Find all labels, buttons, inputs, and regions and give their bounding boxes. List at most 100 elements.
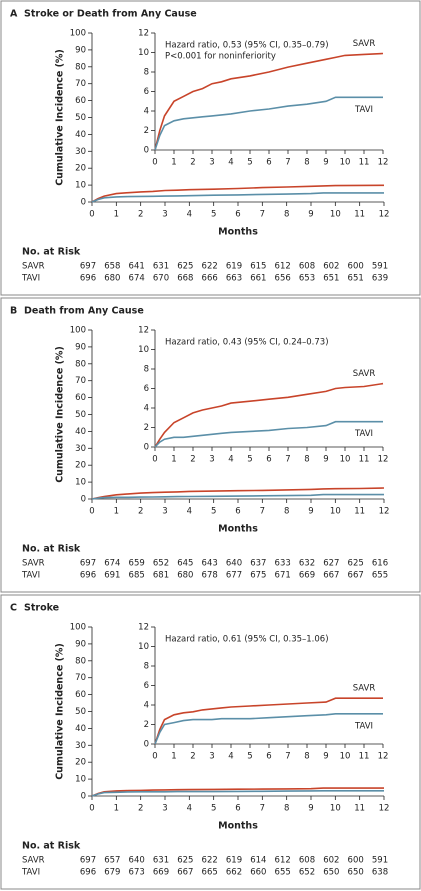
inset-background <box>125 29 387 170</box>
panel: B Death from Any Cause0102030405060708090… <box>0 297 421 593</box>
risk-count: 591 <box>372 262 388 272</box>
risk-count: 680 <box>104 274 120 284</box>
inset-x-tick-label: 0 <box>152 158 157 168</box>
annotation: Hazard ratio, 0.53 (95% CI, 0.35–0.79) <box>165 41 329 51</box>
x-tick-label: 3 <box>162 804 167 814</box>
series-label: SAVR <box>353 39 376 49</box>
y-tick-label: 50 <box>75 707 86 717</box>
risk-count: 622 <box>202 856 218 866</box>
inset-y-tick-label: 6 <box>144 681 149 691</box>
x-tick-label: 3 <box>162 210 167 220</box>
y-tick-label: 40 <box>75 427 86 437</box>
risk-count: 622 <box>202 262 218 272</box>
x-tick-label: 0 <box>89 210 94 220</box>
inset-y-tick-label: 2 <box>144 720 149 730</box>
inset-x-tick-label: 4 <box>228 455 233 465</box>
risk-count: 600 <box>348 262 364 272</box>
inset-x-tick-label: 9 <box>323 455 328 465</box>
risk-count: 619 <box>226 262 242 272</box>
inset-x-tick-label: 7 <box>285 158 290 168</box>
risk-count: 652 <box>153 559 169 569</box>
risk-count: 650 <box>348 868 364 878</box>
x-tick-label: 6 <box>235 507 240 517</box>
x-tick-label: 11 <box>354 210 365 220</box>
y-tick-label: 0 <box>81 792 86 802</box>
inset-y-tick-label: 8 <box>144 662 149 672</box>
x-tick-label: 6 <box>235 804 240 814</box>
risk-count: 643 <box>202 559 218 569</box>
risk-row-label: TAVI <box>21 868 40 878</box>
risk-count: 655 <box>372 571 388 581</box>
x-tick-label: 7 <box>260 507 265 517</box>
panel-border <box>0 594 421 890</box>
risk-count: 627 <box>323 559 339 569</box>
x-tick-label: 5 <box>211 804 216 814</box>
y-tick-label: 30 <box>75 444 86 454</box>
risk-count: 667 <box>348 571 364 581</box>
y-tick-label: 60 <box>75 690 86 700</box>
inset-y-tick-label: 4 <box>144 701 149 711</box>
y-tick-label: 40 <box>75 130 86 140</box>
inset-x-tick-label: 8 <box>304 752 309 762</box>
y-tick-label: 40 <box>75 724 86 734</box>
y-tick-label: 60 <box>75 393 86 403</box>
inset-x-tick-label: 5 <box>247 752 252 762</box>
risk-count: 675 <box>250 571 266 581</box>
x-tick-label: 11 <box>354 507 365 517</box>
inset-background <box>125 623 387 764</box>
inset-x-tick-label: 1 <box>171 158 176 168</box>
risk-table-title: No. at Risk <box>22 544 81 555</box>
risk-count: 602 <box>323 262 339 272</box>
x-tick-label: 12 <box>379 507 390 517</box>
risk-count: 651 <box>348 274 364 284</box>
y-tick-label: 70 <box>75 79 86 89</box>
risk-count: 681 <box>153 571 169 581</box>
series-line <box>91 790 384 797</box>
risk-count: 640 <box>129 856 145 866</box>
risk-count: 697 <box>80 262 96 272</box>
inset-y-tick-label: 10 <box>138 642 149 652</box>
series-label: TAVI <box>354 721 373 731</box>
y-tick-label: 0 <box>81 495 86 505</box>
x-tick-label: 10 <box>330 507 341 517</box>
risk-count: 685 <box>129 571 145 581</box>
series-line <box>91 184 385 203</box>
x-tick-label: 9 <box>308 507 313 517</box>
risk-count: 640 <box>226 559 242 569</box>
risk-row-label: SAVR <box>22 856 45 866</box>
series-line <box>91 192 384 203</box>
risk-table-title: No. at Risk <box>22 247 81 258</box>
risk-count: 679 <box>104 868 120 878</box>
y-tick-label: 90 <box>75 639 86 649</box>
inset-x-tick-label: 11 <box>359 455 370 465</box>
risk-count: 691 <box>104 571 120 581</box>
x-tick-label: 9 <box>308 210 313 220</box>
inset-x-tick-label: 0 <box>152 752 157 762</box>
y-tick-label: 30 <box>75 147 86 157</box>
series-line <box>91 487 385 500</box>
series-label: SAVR <box>353 369 376 379</box>
x-tick-label: 6 <box>235 210 240 220</box>
risk-count: 656 <box>275 274 291 284</box>
panel-border <box>0 297 421 593</box>
inset-x-tick-label: 6 <box>266 158 271 168</box>
risk-table-title: No. at Risk <box>22 841 81 852</box>
panel-title: Death from Any Cause <box>24 306 144 317</box>
inset-y-tick-label: 4 <box>144 404 149 414</box>
x-tick-label: 3 <box>162 507 167 517</box>
risk-count: 667 <box>177 868 193 878</box>
y-tick-label: 90 <box>75 342 86 352</box>
x-tick-label: 7 <box>260 804 265 814</box>
inset-x-tick-label: 7 <box>285 455 290 465</box>
series-label: TAVI <box>354 429 373 439</box>
risk-count: 591 <box>372 856 388 866</box>
y-tick-label: 100 <box>70 29 86 39</box>
risk-count: 625 <box>348 559 364 569</box>
panel-title: Stroke <box>24 603 59 614</box>
y-axis-label: Cumulative Incidence (%) <box>55 643 66 780</box>
risk-count: 669 <box>299 571 315 581</box>
series-line <box>91 787 384 797</box>
y-tick-label: 20 <box>75 164 86 174</box>
y-tick-label: 20 <box>75 461 86 471</box>
